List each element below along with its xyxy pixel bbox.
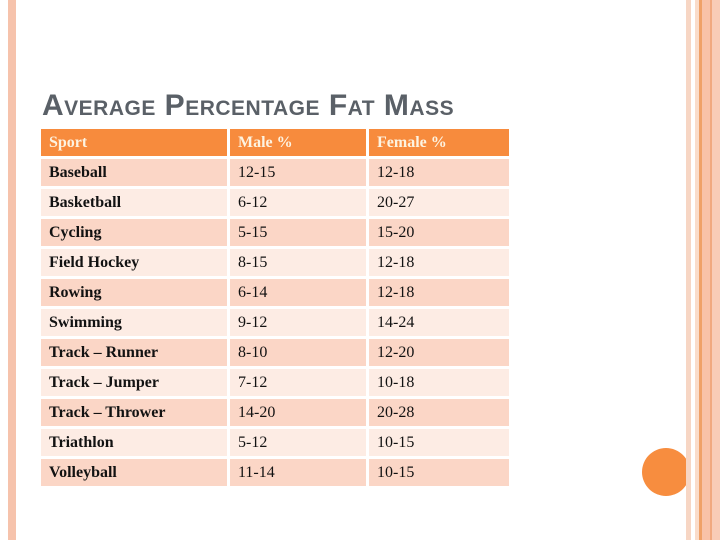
right-accent-stripe <box>702 0 710 540</box>
cell-sport: Volleyball <box>41 459 227 486</box>
cell-female: 14-24 <box>369 309 509 336</box>
accent-circle-decoration <box>642 448 690 496</box>
cell-male: 5-15 <box>230 219 366 246</box>
cell-female: 12-18 <box>369 159 509 186</box>
cell-female: 10-15 <box>369 459 509 486</box>
cell-sport: Triathlon <box>41 429 227 456</box>
fat-mass-table: Sport Male % Female % Baseball 12-15 12-18 Ba… <box>38 126 512 489</box>
right-accent-stripe <box>699 0 702 540</box>
column-header-male: Male % <box>230 129 366 156</box>
cell-female: 12-18 <box>369 249 509 276</box>
table-row: Field Hockey 8-15 12-18 <box>41 249 509 276</box>
table-row: Volleyball 11-14 10-15 <box>41 459 509 486</box>
cell-male: 8-15 <box>230 249 366 276</box>
cell-sport: Swimming <box>41 309 227 336</box>
table-row: Rowing 6-14 12-18 <box>41 279 509 306</box>
table-body: Baseball 12-15 12-18 Basketball 6-12 20-27 Cyc… <box>41 159 509 486</box>
cell-female: 12-20 <box>369 339 509 366</box>
cell-male: 5-12 <box>230 429 366 456</box>
cell-male: 12-15 <box>230 159 366 186</box>
cell-sport: Basketball <box>41 189 227 216</box>
table-row: Baseball 12-15 12-18 <box>41 159 509 186</box>
cell-male: 7-12 <box>230 369 366 396</box>
left-accent-stripe <box>8 0 16 540</box>
cell-male: 14-20 <box>230 399 366 426</box>
cell-male: 11-14 <box>230 459 366 486</box>
cell-female: 20-27 <box>369 189 509 216</box>
column-header-sport: Sport <box>41 129 227 156</box>
cell-male: 6-14 <box>230 279 366 306</box>
cell-female: 20-28 <box>369 399 509 426</box>
table-row: Basketball 6-12 20-27 <box>41 189 509 216</box>
slide-title: Average Percentage Fat Mass <box>42 89 455 123</box>
right-accent-stripe <box>686 0 691 540</box>
table-row: Cycling 5-15 15-20 <box>41 219 509 246</box>
cell-female: 10-15 <box>369 429 509 456</box>
cell-sport: Field Hockey <box>41 249 227 276</box>
table-row: Track – Runner 8-10 12-20 <box>41 339 509 366</box>
cell-male: 6-12 <box>230 189 366 216</box>
cell-sport: Rowing <box>41 279 227 306</box>
cell-sport: Cycling <box>41 219 227 246</box>
cell-female: 12-18 <box>369 279 509 306</box>
table-header-row: Sport Male % Female % <box>41 129 509 156</box>
cell-sport: Track – Jumper <box>41 369 227 396</box>
table-row: Triathlon 5-12 10-15 <box>41 429 509 456</box>
table-row: Swimming 9-12 14-24 <box>41 309 509 336</box>
right-accent-stripe <box>712 0 720 540</box>
cell-sport: Baseball <box>41 159 227 186</box>
table-row: Track – Thrower 14-20 20-28 <box>41 399 509 426</box>
cell-sport: Track – Runner <box>41 339 227 366</box>
column-header-female: Female % <box>369 129 509 156</box>
cell-male: 8-10 <box>230 339 366 366</box>
table-row: Track – Jumper 7-12 10-18 <box>41 369 509 396</box>
cell-female: 15-20 <box>369 219 509 246</box>
right-accent-stripe <box>695 0 699 540</box>
cell-female: 10-18 <box>369 369 509 396</box>
cell-male: 9-12 <box>230 309 366 336</box>
right-accent-stripe <box>710 0 712 540</box>
cell-sport: Track – Thrower <box>41 399 227 426</box>
